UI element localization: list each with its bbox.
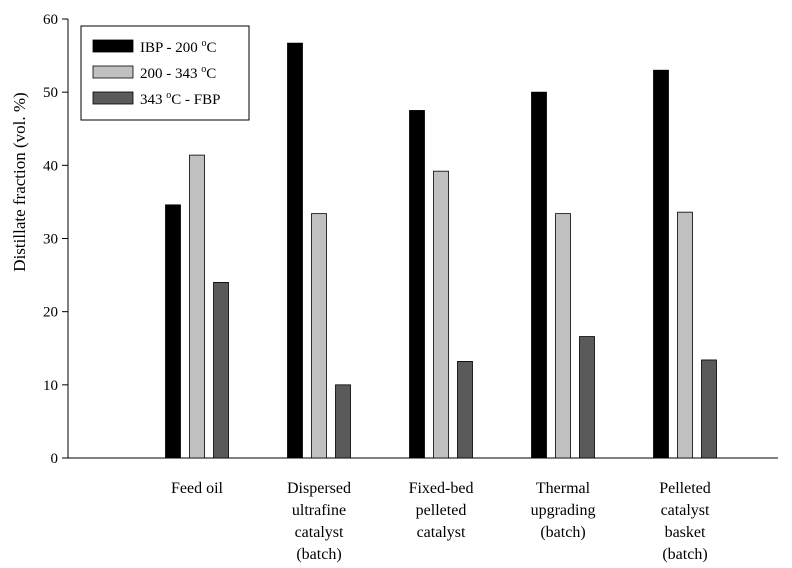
bar [701, 359, 717, 459]
x-category-label: Dispersed ultrafine catalyst (batch) [287, 480, 351, 563]
bars [165, 42, 717, 459]
x-category-label: Pelleted catalyst basket (batch) [659, 480, 711, 563]
y-tick-label: 10 [43, 378, 58, 394]
bar [677, 211, 693, 459]
bar [579, 336, 595, 459]
y-tick-label: 20 [43, 305, 58, 321]
bar [189, 154, 205, 459]
y-axis-ticks: 0 10 20 30 40 50 60 [43, 12, 68, 467]
bar [287, 42, 303, 459]
legend: IBP - 200 oC 200 - 343 oC 343 oC - FBP [80, 25, 250, 121]
x-category-label: Feed oil [171, 480, 224, 497]
bar [165, 204, 181, 459]
bar [409, 110, 425, 459]
bar [457, 361, 473, 459]
legend-swatch [92, 39, 134, 53]
bar [653, 69, 669, 459]
legend-swatch [92, 65, 134, 79]
x-axis-category-labels: Feed oil Dispersed ultrafine catalyst (batch… [171, 480, 711, 563]
bar [335, 384, 351, 459]
bar [213, 281, 229, 459]
legend-swatch [92, 91, 134, 105]
bar [531, 91, 547, 459]
legend-entry: 200 - 343 oC [140, 64, 216, 82]
x-category-label: Fixed-bed pelleted catalyst [409, 480, 474, 541]
legend-entry: 343 oC - FBP [140, 90, 220, 108]
y-tick-label: 0 [51, 451, 59, 467]
bar [311, 213, 327, 459]
legend-entry: IBP - 200 oC [140, 38, 217, 56]
x-category-label: Thermal upgrading (batch) [531, 480, 596, 541]
y-axis-title: Distillate fraction (vol. %) [10, 92, 29, 271]
y-tick-label: 60 [43, 12, 58, 28]
y-tick-label: 40 [43, 158, 58, 174]
bar [555, 213, 571, 459]
y-tick-label: 50 [43, 85, 58, 101]
bar [433, 170, 449, 459]
y-tick-label: 30 [43, 232, 58, 248]
